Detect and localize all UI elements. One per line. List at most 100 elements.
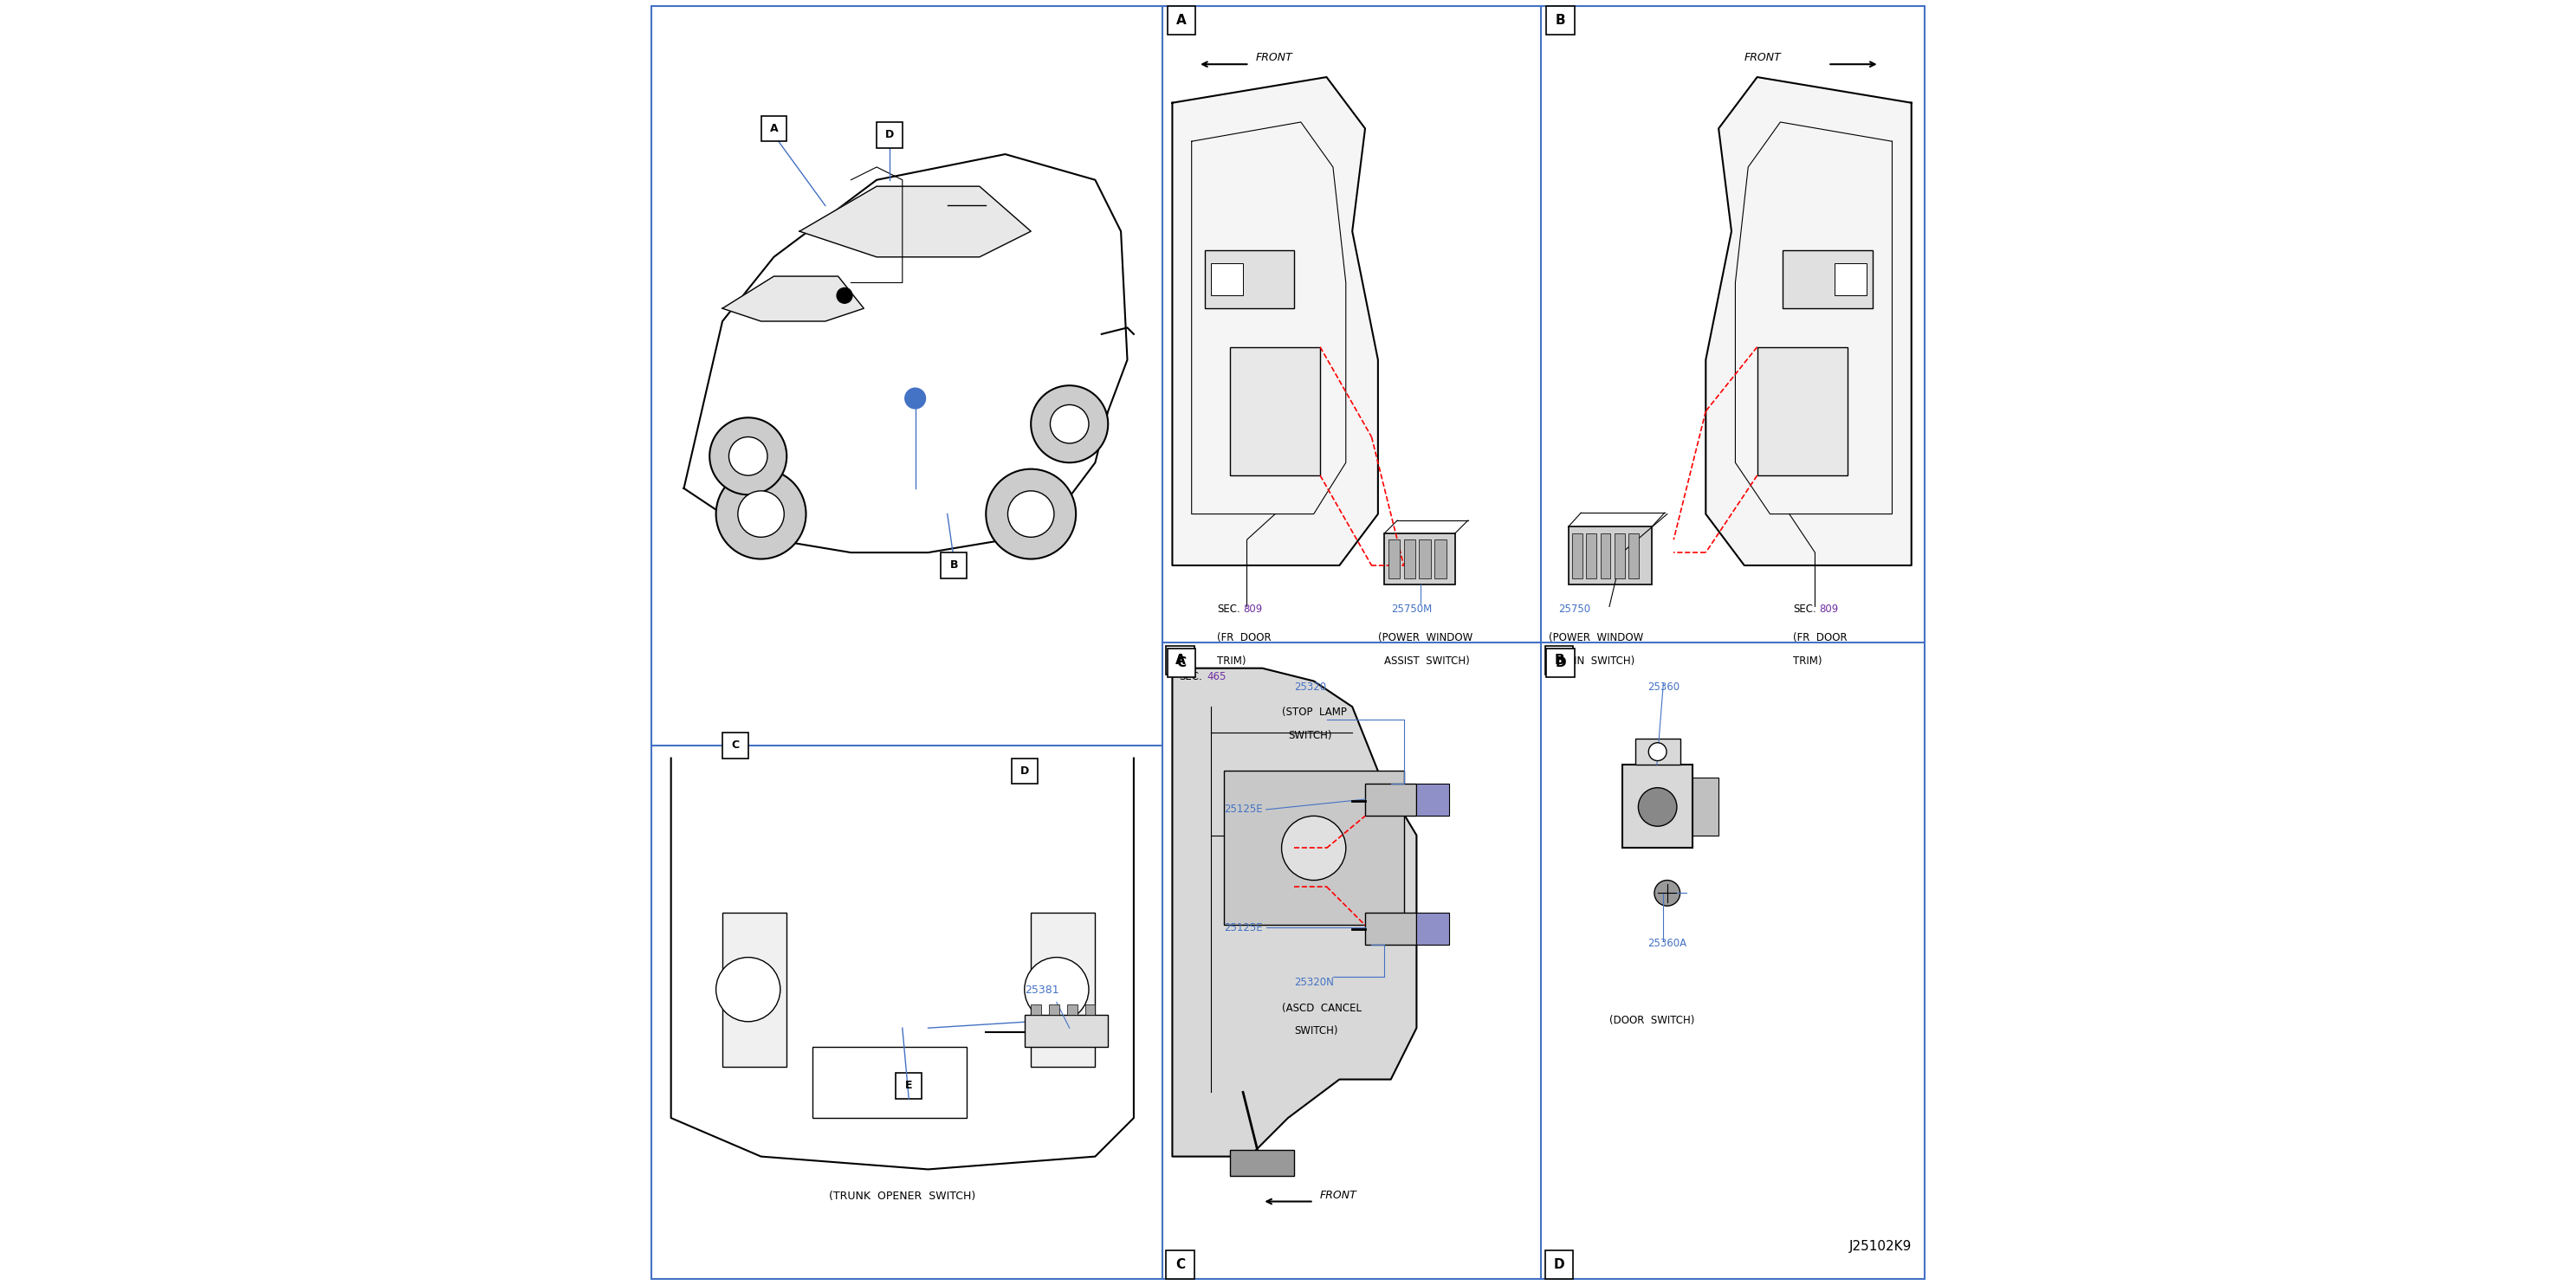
Text: ASSIST  SWITCH): ASSIST SWITCH) <box>1383 655 1471 667</box>
Text: 25320: 25320 <box>1293 681 1327 693</box>
Bar <box>721 732 747 758</box>
Polygon shape <box>721 276 863 321</box>
Text: 25360: 25360 <box>1649 681 1680 693</box>
Bar <box>1628 533 1638 578</box>
Circle shape <box>716 469 806 559</box>
Circle shape <box>837 288 853 303</box>
Bar <box>1030 1005 1041 1015</box>
Circle shape <box>716 957 781 1022</box>
Bar <box>1012 758 1038 784</box>
Text: TRIM): TRIM) <box>1218 655 1247 667</box>
Text: A: A <box>1177 14 1188 27</box>
Bar <box>1419 540 1430 578</box>
Polygon shape <box>799 186 1030 257</box>
Text: 809: 809 <box>1819 604 1839 616</box>
Bar <box>1636 739 1680 765</box>
Bar <box>1571 533 1582 578</box>
Bar <box>1546 1250 1574 1279</box>
Circle shape <box>1283 816 1345 880</box>
Circle shape <box>1654 880 1680 906</box>
Text: MAIN  SWITCH): MAIN SWITCH) <box>1558 655 1633 667</box>
Text: D: D <box>1553 1258 1564 1271</box>
Bar <box>1167 6 1195 35</box>
Text: (STOP  LAMP: (STOP LAMP <box>1283 707 1347 718</box>
Circle shape <box>1025 957 1090 1022</box>
Text: (ASCD  CANCEL: (ASCD CANCEL <box>1283 1002 1360 1014</box>
Bar <box>1066 1005 1077 1015</box>
Circle shape <box>1649 743 1667 761</box>
Polygon shape <box>1172 77 1378 565</box>
Text: SEC.: SEC. <box>1793 604 1816 616</box>
Bar <box>1692 777 1718 835</box>
Bar <box>876 122 902 148</box>
Bar <box>1417 912 1448 944</box>
Bar <box>1757 347 1847 475</box>
Text: 25381: 25381 <box>1025 984 1059 996</box>
Bar <box>760 116 786 141</box>
Text: A: A <box>770 123 778 134</box>
Bar <box>1167 646 1195 675</box>
Bar <box>1783 251 1873 308</box>
Text: B: B <box>951 560 958 571</box>
Bar <box>1383 533 1455 585</box>
Text: 25125E: 25125E <box>1224 804 1262 815</box>
Bar <box>1834 263 1868 296</box>
Text: D: D <box>886 130 894 140</box>
Bar <box>1365 912 1417 944</box>
Bar <box>940 553 966 578</box>
Text: FRONT: FRONT <box>1257 53 1293 63</box>
Text: B: B <box>1556 14 1566 27</box>
Bar <box>1623 765 1692 848</box>
Bar <box>1030 912 1095 1067</box>
Bar <box>721 912 786 1067</box>
Text: (FR  DOOR: (FR DOOR <box>1218 632 1273 644</box>
Text: SWITCH): SWITCH) <box>1288 730 1332 741</box>
Polygon shape <box>1172 668 1417 1156</box>
Text: 25360A: 25360A <box>1649 938 1687 950</box>
Bar <box>1025 1015 1108 1047</box>
Polygon shape <box>670 758 1133 1169</box>
Text: (TRUNK  OPENER  SWITCH): (TRUNK OPENER SWITCH) <box>829 1190 976 1201</box>
Text: E: E <box>904 1081 912 1091</box>
Text: (FR  DOOR: (FR DOOR <box>1793 632 1847 644</box>
Bar <box>1417 784 1448 816</box>
Text: 25125E: 25125E <box>1224 923 1262 933</box>
Text: D: D <box>1556 657 1566 669</box>
Text: SEC.: SEC. <box>1218 604 1242 616</box>
Text: C: C <box>1175 1258 1185 1271</box>
Bar <box>1435 540 1445 578</box>
Bar <box>1224 771 1404 925</box>
Text: (DOOR  SWITCH): (DOOR SWITCH) <box>1610 1015 1695 1027</box>
Bar <box>1600 533 1610 578</box>
Circle shape <box>987 469 1077 559</box>
Bar <box>1569 527 1651 585</box>
Bar <box>1388 540 1399 578</box>
Text: D: D <box>1020 766 1028 776</box>
Text: A: A <box>1175 654 1185 667</box>
Bar <box>1546 649 1574 677</box>
Text: SEC.: SEC. <box>1180 671 1203 682</box>
Circle shape <box>1051 405 1090 443</box>
Text: (POWER  WINDOW: (POWER WINDOW <box>1378 632 1473 644</box>
Text: J25102K9: J25102K9 <box>1850 1240 1911 1253</box>
Bar <box>1615 533 1625 578</box>
Polygon shape <box>683 154 1128 553</box>
Bar <box>811 1047 966 1118</box>
Polygon shape <box>1705 77 1911 565</box>
Bar <box>1048 1005 1059 1015</box>
Bar <box>1365 784 1417 816</box>
Circle shape <box>1638 788 1677 826</box>
Bar <box>1084 1005 1095 1015</box>
Bar <box>1231 347 1319 475</box>
Bar <box>1167 1250 1195 1279</box>
Circle shape <box>1007 491 1054 537</box>
Bar <box>1546 646 1574 675</box>
Text: C: C <box>732 740 739 750</box>
Bar <box>1546 6 1574 35</box>
Text: B: B <box>1553 654 1564 667</box>
Text: SWITCH): SWITCH) <box>1293 1025 1337 1037</box>
Text: 25320N: 25320N <box>1293 977 1334 988</box>
Bar <box>1231 1150 1293 1176</box>
Circle shape <box>737 491 783 537</box>
Circle shape <box>729 437 768 475</box>
